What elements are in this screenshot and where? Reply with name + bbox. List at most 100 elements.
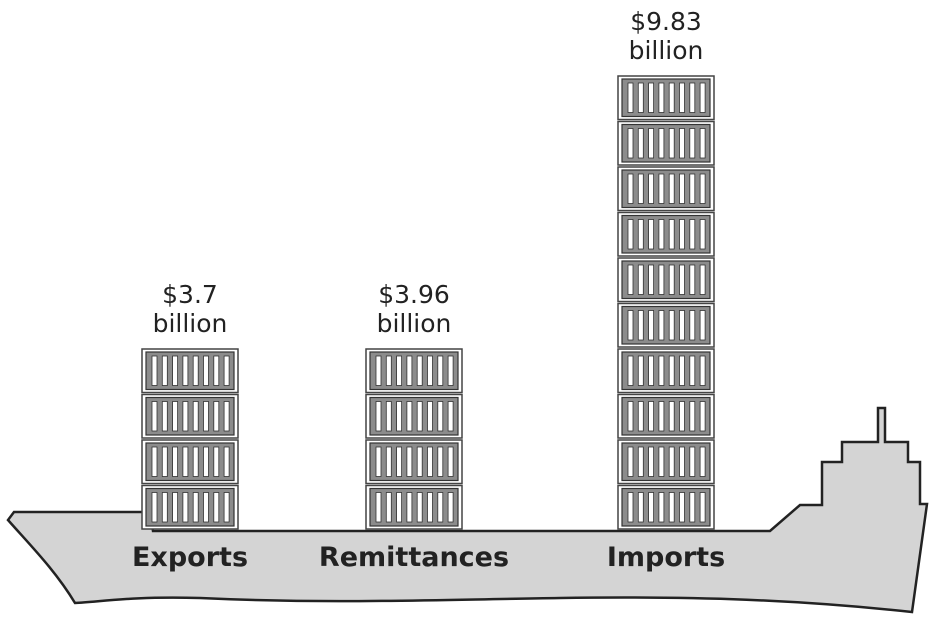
container-slot [213, 355, 220, 386]
container-slot [699, 173, 706, 204]
container-slot [203, 401, 209, 432]
container-slot [699, 446, 706, 477]
container-body [369, 442, 459, 482]
container-slot [637, 82, 644, 113]
container-slot [447, 446, 454, 477]
container-slot [182, 446, 189, 477]
container-slot [699, 219, 706, 250]
container-body [621, 169, 711, 209]
container-slot [637, 355, 644, 386]
container-slot [658, 219, 665, 250]
container-slot [375, 446, 382, 477]
container-slot [416, 492, 423, 523]
container-stack [365, 348, 463, 530]
container-slot [679, 310, 685, 341]
container-slot [689, 264, 696, 295]
container-slot [213, 446, 220, 477]
container-slot [172, 492, 179, 523]
container-slot [416, 355, 423, 386]
container-slot [648, 82, 654, 113]
container-slot [396, 401, 403, 432]
container-slot [161, 401, 168, 432]
container-slot [699, 264, 706, 295]
container-slot [637, 264, 644, 295]
container-slot [627, 219, 634, 250]
container-slot [679, 82, 685, 113]
container-body [621, 123, 711, 163]
container-slot [203, 446, 209, 477]
container-slot [668, 128, 675, 159]
container-slot [699, 82, 706, 113]
container-slot [172, 401, 179, 432]
value-label: $3.7 billion [152, 280, 228, 338]
container-slot [648, 355, 654, 386]
container-slot [637, 492, 644, 523]
container-body [621, 442, 711, 482]
container-slot [637, 219, 644, 250]
container-slot [658, 401, 665, 432]
category-label: Exports [131, 542, 249, 573]
container-slot [668, 82, 675, 113]
container-slot [648, 401, 654, 432]
container-body [369, 396, 459, 436]
container-slot [627, 446, 634, 477]
container-slot [437, 446, 444, 477]
container-slot [385, 355, 392, 386]
container-slot [385, 492, 392, 523]
container-slot [627, 82, 634, 113]
container-body [145, 487, 235, 527]
container-slot [689, 128, 696, 159]
container-slot [689, 355, 696, 386]
container-slot [182, 401, 189, 432]
container-slot [192, 401, 199, 432]
container-slot [658, 355, 665, 386]
container-slot [668, 401, 675, 432]
container-body [369, 487, 459, 527]
container-slot [679, 173, 685, 204]
container-slot [396, 355, 403, 386]
container-slot [668, 264, 675, 295]
container-slot [223, 401, 230, 432]
container-slot [375, 492, 382, 523]
container-slot [161, 492, 168, 523]
container-slot [679, 401, 685, 432]
container-slot [637, 310, 644, 341]
container-body [621, 78, 711, 118]
container-slot [172, 446, 179, 477]
container-slot [416, 401, 423, 432]
container-slot [151, 492, 158, 523]
container-slot [437, 355, 444, 386]
container-slot [648, 219, 654, 250]
container-slot [627, 401, 634, 432]
container-slot [203, 355, 209, 386]
container-slot [627, 492, 634, 523]
container-slot [151, 401, 158, 432]
container-slot [161, 355, 168, 386]
container-body [145, 442, 235, 482]
container-body [621, 305, 711, 345]
container-slot [213, 401, 220, 432]
container-slot [447, 355, 454, 386]
container-slot [427, 355, 433, 386]
container-slot [172, 355, 179, 386]
container-slot [406, 355, 413, 386]
ship-hull [6, 406, 929, 614]
category-label: Remittances [318, 542, 510, 573]
container-slot [627, 264, 634, 295]
container-slot [637, 401, 644, 432]
container-slot [679, 264, 685, 295]
container-slot [648, 264, 654, 295]
container-slot [689, 401, 696, 432]
container-slot [699, 401, 706, 432]
container-slot [627, 310, 634, 341]
container-slot [699, 492, 706, 523]
container-slot [437, 401, 444, 432]
container-slot [648, 173, 654, 204]
container-slot [447, 401, 454, 432]
container-slot [385, 446, 392, 477]
container-slot [406, 492, 413, 523]
container-slot [679, 128, 685, 159]
container-slot [668, 446, 675, 477]
value-label: $3.96 billion [376, 280, 452, 338]
container-body [621, 396, 711, 436]
